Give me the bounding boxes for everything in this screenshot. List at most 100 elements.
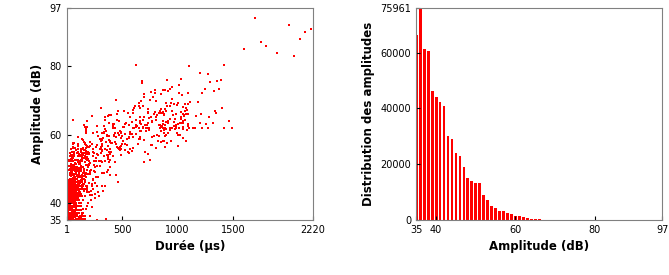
Point [300,30,310,34]
Point [124,150,134,155]
Point [80,173,90,177]
Point [77,176,88,180]
Point [63,208,74,212]
Point [179,117,190,122]
Point [161,133,172,138]
Point [63,187,74,191]
Point [244,6,255,10]
Point [65,190,76,195]
Point [70,168,80,173]
Point [171,131,182,136]
Point [82,156,93,161]
Point [67,158,78,162]
Point [64,191,74,196]
Point [64,205,75,209]
Point [154,126,165,130]
Point [63,208,74,212]
Point [283,23,294,28]
Point [69,200,80,205]
Point [68,191,78,195]
Point [102,147,112,152]
Point [62,205,73,209]
Point [70,186,80,190]
Bar [530,219,533,220]
Point [118,125,129,129]
Point [68,187,78,192]
Point [68,212,78,216]
Point [70,208,80,213]
Point [64,157,74,162]
Point [64,180,75,185]
Point [66,218,77,223]
Point [84,151,94,155]
Point [77,176,88,180]
Point [70,183,81,187]
Point [70,178,80,182]
Point [63,204,74,208]
Point [88,187,99,192]
Point [64,211,74,216]
Point [138,118,149,122]
Point [62,215,72,219]
Point [68,174,79,178]
Point [84,170,95,174]
Point [64,204,74,209]
Point [66,208,77,212]
Point [111,145,122,149]
Point [66,201,77,205]
Point [83,158,94,162]
Point [106,112,116,117]
Point [65,184,76,189]
Point [65,197,76,202]
Point [62,201,72,205]
Point [63,184,74,188]
Point [64,208,75,212]
Point [88,163,99,167]
Point [96,138,107,142]
Point [73,150,84,154]
Point [142,121,153,126]
Point [66,180,77,185]
Point [155,109,165,114]
Point [75,201,86,205]
Point [64,184,74,189]
Point [185,100,195,105]
Point [62,211,73,216]
Point [68,175,78,180]
Point [64,217,75,222]
Point [74,160,85,164]
Point [83,152,94,156]
Point [74,170,84,175]
Point [73,194,84,199]
Point [102,144,113,148]
Point [64,198,74,203]
Y-axis label: Amplitude (dB): Amplitude (dB) [31,64,44,164]
Point [80,155,90,159]
Point [71,148,82,153]
Point [90,159,101,163]
Point [68,200,79,205]
Point [120,148,130,153]
Point [66,155,77,160]
Point [66,200,76,205]
Point [66,211,77,215]
Point [68,163,79,167]
Point [162,121,173,125]
Point [70,187,81,191]
Point [64,208,74,212]
Point [70,191,80,196]
Point [121,143,132,147]
Point [66,180,76,184]
Point [67,217,78,222]
Bar [454,153,458,220]
Point [62,197,72,201]
Point [103,134,114,139]
Point [100,184,110,188]
Point [136,79,147,84]
Point [63,181,74,185]
Point [64,197,75,202]
Point [181,108,192,112]
Point [64,181,74,185]
Point [142,123,153,128]
Point [62,186,72,191]
